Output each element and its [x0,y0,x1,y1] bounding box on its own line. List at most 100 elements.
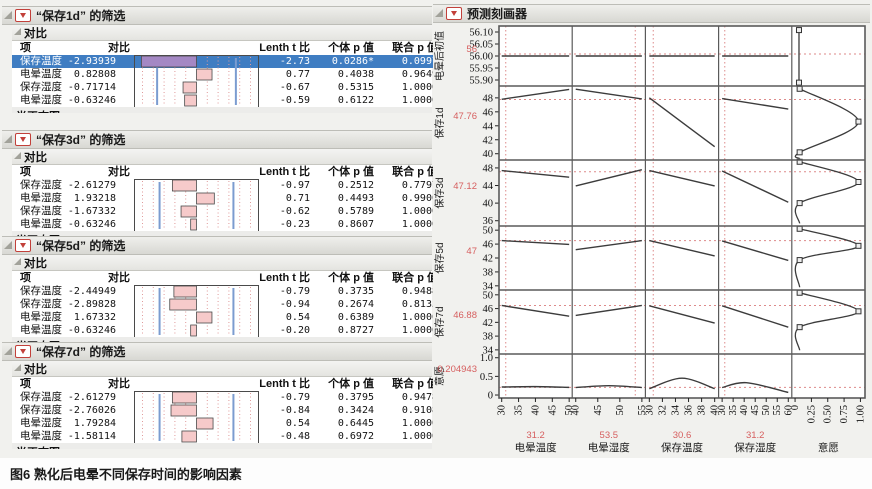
desirability-handle[interactable] [855,242,862,249]
red-triangle-menu-icon[interactable] [15,239,31,252]
lenth-t-value: 0.54 [285,312,310,323]
panel-title: “保存1d” 的筛选 [36,9,126,23]
table-row[interactable]: 电晕湿度 1.67332 0.54 0.6389 1.0000 [12,311,438,324]
contrast-value: -1.67332 [67,206,116,217]
factor-label: 电晕湿度 [588,441,630,454]
table-row[interactable]: 电晕湿度 1.93218 0.71 0.4493 0.9900 [12,192,438,205]
table-row[interactable]: 电晕温度 0.82808 0.77 0.4038 0.9649 [12,68,438,81]
screening-panel: “保存1d” 的筛选 对比项对比 Lenth t 比个体 p 值联合 p 值保存温度… [2,6,438,113]
table-row[interactable]: 保存温度 -2.61279 -0.79 0.3795 0.9478 [12,391,438,404]
desirability-handle[interactable] [795,27,802,34]
lenth-t-value: -2.73 [279,56,310,67]
contrast-subheader[interactable]: 对比 [12,25,432,41]
desirability-handle[interactable] [796,289,803,296]
disclosure-triangle-icon[interactable] [435,8,443,17]
desirability-handle[interactable] [796,85,803,92]
contrast-bar[interactable] [190,218,197,231]
desirability-handle[interactable] [796,200,803,207]
profiler-trace [722,97,789,110]
panel-header[interactable]: “保存3d” 的筛选 [2,130,432,149]
contrast-bar[interactable] [190,324,197,337]
column-header: 个体 p 值 [328,378,374,390]
panel-header[interactable]: “保存1d” 的筛选 [2,6,432,25]
x-tick-label: 45 [593,405,604,416]
red-triangle-glyph [20,243,26,248]
contrast-bar[interactable] [196,68,213,81]
contrast-label: 对比 [24,27,47,40]
p-individual-value: 0.8607 [337,219,374,230]
contrast-bar[interactable] [196,311,213,324]
profiler-trace [648,97,716,148]
disclosure-triangle-icon[interactable] [4,134,12,143]
contrast-bar[interactable] [184,94,197,107]
contrast-bar[interactable] [171,179,197,192]
contrast-subheader[interactable]: 对比 [12,361,432,377]
contrast-bar[interactable] [170,404,197,417]
column-header: 个体 p 值 [328,272,374,284]
contrast-bar[interactable] [181,430,197,443]
table-row[interactable]: 保存湿度 -0.71714 -0.67 0.5315 1.0000 [12,81,438,94]
column-header: Lenth t 比 [259,42,310,54]
contrast-subheader[interactable]: 对比 [12,149,432,165]
desirability-handle[interactable] [796,257,803,264]
column-header: 项 [20,42,31,54]
contrast-bar-chart [134,179,259,232]
factor-label: 保存湿度 [734,441,776,454]
table-row[interactable]: 电晕湿度 1.79284 0.54 0.6445 1.0000 [12,417,438,430]
panel-title: “保存7d” 的筛选 [36,345,126,359]
red-triangle-menu-icon[interactable] [15,9,31,22]
desirability-handle[interactable] [855,179,862,185]
contrast-bar[interactable] [140,55,197,68]
contrast-subheader[interactable]: 对比 [12,255,432,271]
contrast-bar[interactable] [173,285,197,298]
red-triangle-menu-icon[interactable] [446,7,462,20]
panel-header[interactable]: “保存7d” 的筛选 [2,342,432,361]
disclosure-triangle-icon[interactable] [14,258,21,265]
contrast-bar[interactable] [169,298,197,311]
lenth-t-value: -0.94 [279,299,310,310]
desirability-handle[interactable] [855,118,862,125]
table-row[interactable]: 电晕温度 -0.63246 -0.20 0.8727 1.0000 [12,324,438,337]
desirability-handle[interactable] [855,308,862,315]
desirability-handle[interactable] [796,324,803,331]
contrast-bar[interactable] [171,391,197,404]
y-tick-label: 1.0 [480,353,493,364]
table-row[interactable]: 电晕湿度 -0.63246 -0.59 0.6122 1.0000 [12,94,438,107]
table-row[interactable]: 保存湿度 -2.76026 -0.84 0.3424 0.9108 [12,404,438,417]
desirability-handle[interactable] [795,79,802,86]
contrast-bar[interactable] [180,205,197,218]
p-simultaneous-value: 1.0000 [401,95,438,106]
table-row[interactable]: 电晕温度 -1.58114 -0.48 0.6972 1.0000 [12,430,438,443]
profiler-header[interactable]: 预测刻画器 [433,4,870,23]
disclosure-triangle-icon[interactable] [4,240,12,249]
profiler-trace [501,169,570,178]
contrast-bar[interactable] [196,417,214,430]
desirability-handle[interactable] [796,149,803,156]
profiler-trace [501,239,570,246]
x-tick-label: 45 [750,405,761,416]
panel-title: “保存3d” 的筛选 [36,133,126,147]
p-simultaneous-value: 0.9649 [401,69,438,80]
y-tick-label: 48 [483,93,494,104]
red-triangle-menu-icon[interactable] [15,133,31,146]
table-row[interactable]: 保存湿度 -2.61279 -0.97 0.2512 0.7797 [12,179,438,192]
desirability-handle[interactable] [796,225,803,232]
disclosure-triangle-icon[interactable] [4,10,12,19]
y-tick-label: 0 [488,391,493,402]
profiler-trace [649,377,715,390]
table-row[interactable]: 保存温度 -2.44949 -0.79 0.3735 0.9488 [12,285,438,298]
disclosure-triangle-icon[interactable] [14,364,21,371]
red-triangle-menu-icon[interactable] [15,345,31,358]
table-row[interactable]: 电晕温度 -0.63246 -0.23 0.8607 1.0000 [12,218,438,231]
x-tick-label: 40 [530,405,541,416]
table-row[interactable]: 保存湿度 -2.89828 -0.94 0.2674 0.8135 [12,298,438,311]
profiler-trace [575,239,642,251]
p-individual-value: 0.5315 [337,82,374,93]
disclosure-triangle-icon[interactable] [4,346,12,355]
contrast-bar[interactable] [196,192,215,205]
table-row[interactable]: 保存温度 -1.67332 -0.62 0.5789 1.0000 [12,205,438,218]
contrast-bar[interactable] [182,81,197,94]
disclosure-triangle-icon[interactable] [14,28,21,35]
panel-header[interactable]: “保存5d” 的筛选 [2,236,432,255]
disclosure-triangle-icon[interactable] [14,152,21,159]
